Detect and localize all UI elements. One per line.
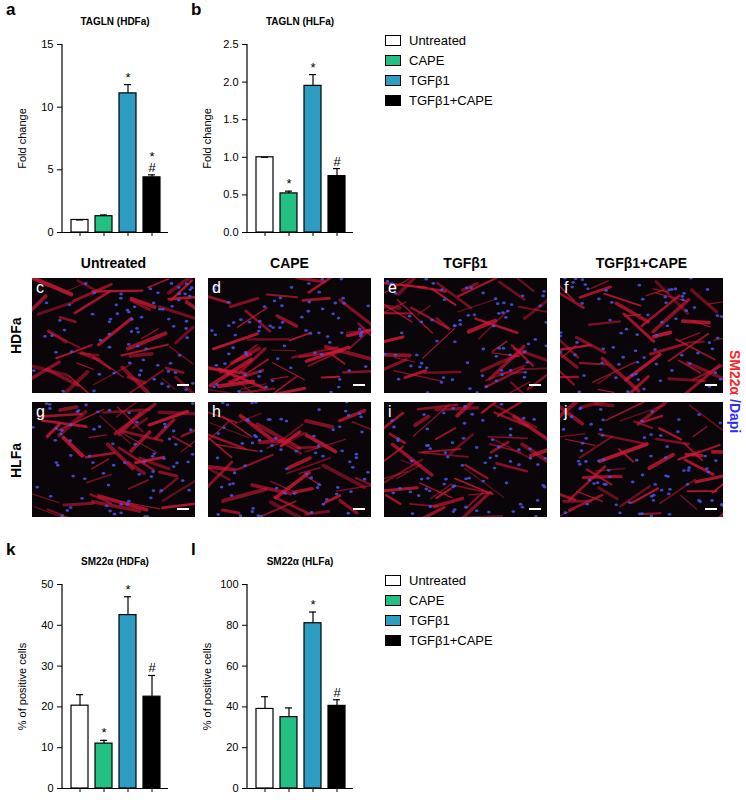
html-text:k: k [6,540,16,559]
html-text:HLFa: HLFa [8,442,24,478]
svg-text:0: 0 [47,782,53,794]
svg-text:*: * [101,725,106,740]
html-text:l: l [191,540,196,559]
svg-text:2.0: 2.0 [223,76,238,88]
svg-text:2.5: 2.5 [223,38,238,50]
html-text:TGFβ1+CAPE: TGFβ1+CAPE [595,255,688,271]
svg-text:5: 5 [47,163,53,175]
svg-text:10: 10 [41,741,53,753]
html-text:Untreated: Untreated [409,32,467,48]
svg-text:40: 40 [226,700,238,712]
html-text:TGFβ1: TGFβ1 [443,255,488,271]
html-text:TGFβ1: TGFβ1 [409,72,450,88]
html-text:f: f [564,279,569,296]
html-text:SM22α (HLFa): SM22α (HLFa) [266,556,334,567]
svg-text:% of positive cells: % of positive cells [16,642,28,730]
svg-text:100: 100 [220,578,238,590]
svg-text:*: * [310,60,315,75]
html-text:c: c [36,279,44,296]
svg-text:*: * [286,176,291,191]
svg-text:#: # [148,160,156,175]
html-text:HDFa: HDFa [8,316,24,354]
html-text:SM22α (HDFa): SM22α (HDFa) [81,556,149,567]
html-text:g: g [36,403,45,420]
html-text:CAPE: CAPE [270,255,309,271]
html-text:j: j [564,403,568,420]
html-text:TAGLN (HLFa): TAGLN (HLFa) [265,16,335,27]
html-text:SM22α: SM22α [727,350,743,396]
svg-text:1.5: 1.5 [223,113,238,125]
svg-text:50: 50 [41,578,53,590]
html-text:a: a [6,0,16,19]
svg-text:0.0: 0.0 [223,226,238,238]
html-text:TGFβ1+CAPE: TGFβ1+CAPE [409,632,493,648]
svg-text:80: 80 [226,619,238,631]
html-text:CAPE: CAPE [409,592,445,608]
html-text:i: i [388,403,392,420]
svg-text:#: # [333,685,341,700]
svg-text:20: 20 [41,700,53,712]
html-text:h: h [212,403,221,420]
html-text:TGFβ1+CAPE: TGFβ1+CAPE [409,92,493,108]
svg-text:Fold change: Fold change [16,108,28,169]
svg-text:20: 20 [226,741,238,753]
svg-text:60: 60 [226,660,238,672]
html-text:/Dapi: /Dapi [727,399,743,434]
svg-text:30: 30 [41,660,53,672]
html-text:e: e [388,279,397,296]
svg-text:#: # [148,660,156,675]
svg-text:*: * [310,597,315,612]
html-text:CAPE: CAPE [409,52,445,68]
html-text:Untreated: Untreated [80,255,147,271]
svg-text:15: 15 [41,38,53,50]
svg-text:Fold change: Fold change [201,108,213,169]
svg-text:0: 0 [232,782,238,794]
svg-text:*: * [125,70,130,85]
svg-text:% of positive cells: % of positive cells [201,642,213,730]
svg-text:10: 10 [41,101,53,113]
svg-text:#: # [333,154,341,169]
html-text:TAGLN (HDFa): TAGLN (HDFa) [80,16,150,27]
html-text:b: b [191,0,202,19]
svg-text:0.5: 0.5 [223,188,238,200]
html-text:Untreated: Untreated [409,572,467,588]
html-text:d: d [212,279,221,296]
svg-text:1.0: 1.0 [223,151,238,163]
html-text:TGFβ1: TGFβ1 [409,612,450,628]
svg-text:0: 0 [47,226,53,238]
svg-text:40: 40 [41,619,53,631]
svg-text:*: * [125,582,130,597]
